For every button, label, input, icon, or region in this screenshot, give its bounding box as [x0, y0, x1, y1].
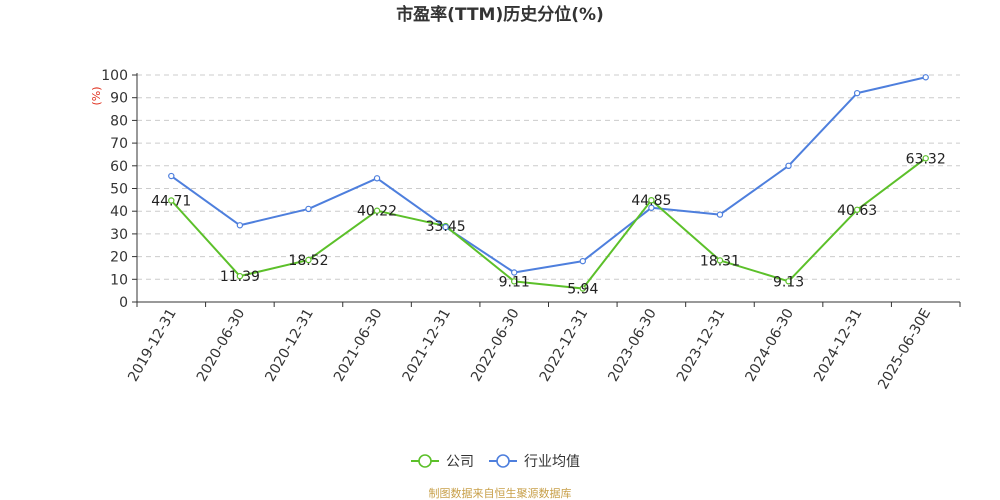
- data-label: 18.52: [288, 253, 328, 269]
- data-point: [579, 257, 586, 265]
- x-tick-label: 2024-06-30: [742, 306, 797, 384]
- x-tick-label: 2025-06-30E: [875, 306, 934, 392]
- x-tick-label: 2023-12-31: [674, 306, 729, 384]
- series-line-0: [170, 157, 927, 290]
- x-tick-label: 2020-06-30: [194, 306, 249, 384]
- x-tick-label: 2020-12-31: [262, 306, 317, 384]
- series-line-1: [170, 76, 926, 274]
- data-point: [716, 211, 724, 218]
- y-tick-label: 20: [110, 250, 128, 266]
- y-tick-label: 30: [110, 227, 128, 243]
- x-tick-label: 2021-06-30: [331, 306, 386, 384]
- data-point: [579, 285, 586, 292]
- data-label: 63.32: [906, 151, 946, 167]
- x-tick-label: 2019-12-31: [125, 306, 180, 384]
- data-label: 5.94: [567, 282, 598, 298]
- y-tick-label: 90: [110, 91, 128, 107]
- y-tick-label: 60: [110, 159, 128, 175]
- data-point: [853, 206, 861, 213]
- legend-swatch-marker: [418, 454, 432, 468]
- x-tick-label: 2022-06-30: [468, 306, 523, 384]
- y-tick-label: 10: [110, 272, 128, 288]
- data-label: 9.11: [499, 274, 530, 290]
- data-point: [716, 257, 724, 264]
- data-point: [305, 205, 312, 213]
- x-tick-labels: 2019-12-31 2020-06-30 2020-12-31 2021-06-30…: [125, 306, 934, 392]
- data-point: [922, 155, 929, 162]
- data-label: 44.71: [151, 194, 191, 210]
- data-point: [236, 272, 244, 280]
- x-tick-label: 2021-12-31: [400, 306, 455, 384]
- data-point: [511, 278, 518, 285]
- data-label: 18.31: [700, 253, 740, 269]
- y-tick-label: 40: [110, 204, 128, 220]
- data-point: [305, 256, 312, 264]
- series-lines: [170, 76, 927, 290]
- source-note: 制图数据来自恒生聚源数据库: [429, 486, 572, 500]
- legend: 公司 行业均值: [411, 454, 580, 470]
- y-tick-label: 80: [110, 113, 128, 129]
- data-point: [648, 204, 655, 211]
- y-tick-label: 50: [110, 182, 128, 198]
- series-points: [168, 74, 929, 292]
- data-point: [785, 278, 792, 285]
- y-tick-label: 0: [119, 295, 128, 311]
- data-point: [168, 172, 175, 180]
- x-tick-label: 2022-12-31: [537, 306, 592, 384]
- legend-swatch-marker: [496, 454, 510, 468]
- data-point: [648, 196, 655, 204]
- chart-title: 市盈率(TTM)历史分位(%): [396, 4, 604, 25]
- axes: [132, 73, 961, 307]
- data-point: [442, 223, 449, 231]
- data-label: 33.45: [426, 219, 466, 235]
- data-labels: 44.71 11.39 18.52 40.22 33.45 9.11 5.94 44.85 18…: [151, 151, 946, 297]
- x-tick-label: 2023-06-30: [605, 306, 660, 384]
- y-tick-labels: 0 10 20 30 40 50 60 70 80 90 100: [101, 68, 128, 311]
- data-point: [785, 162, 792, 169]
- data-label: 40.63: [837, 203, 877, 219]
- y-tick-label: 100: [101, 68, 128, 84]
- x-tick-label: 2024-12-31: [811, 306, 866, 384]
- legend-label: 公司: [446, 454, 474, 470]
- y-tick-label: 70: [110, 136, 128, 152]
- data-label: 11.39: [220, 269, 260, 285]
- data-point: [373, 175, 381, 182]
- gridlines: [137, 74, 960, 280]
- y-axis-label: (%): [90, 86, 103, 105]
- data-label: 9.13: [773, 274, 804, 290]
- data-point: [373, 207, 381, 214]
- data-label: 40.22: [357, 204, 397, 220]
- data-point: [511, 269, 518, 276]
- data-label: 44.85: [631, 193, 671, 209]
- data-point: [236, 222, 244, 229]
- data-point: [853, 89, 861, 97]
- data-point: [168, 197, 175, 204]
- legend-label: 行业均值: [524, 454, 580, 470]
- data-point: [922, 74, 929, 81]
